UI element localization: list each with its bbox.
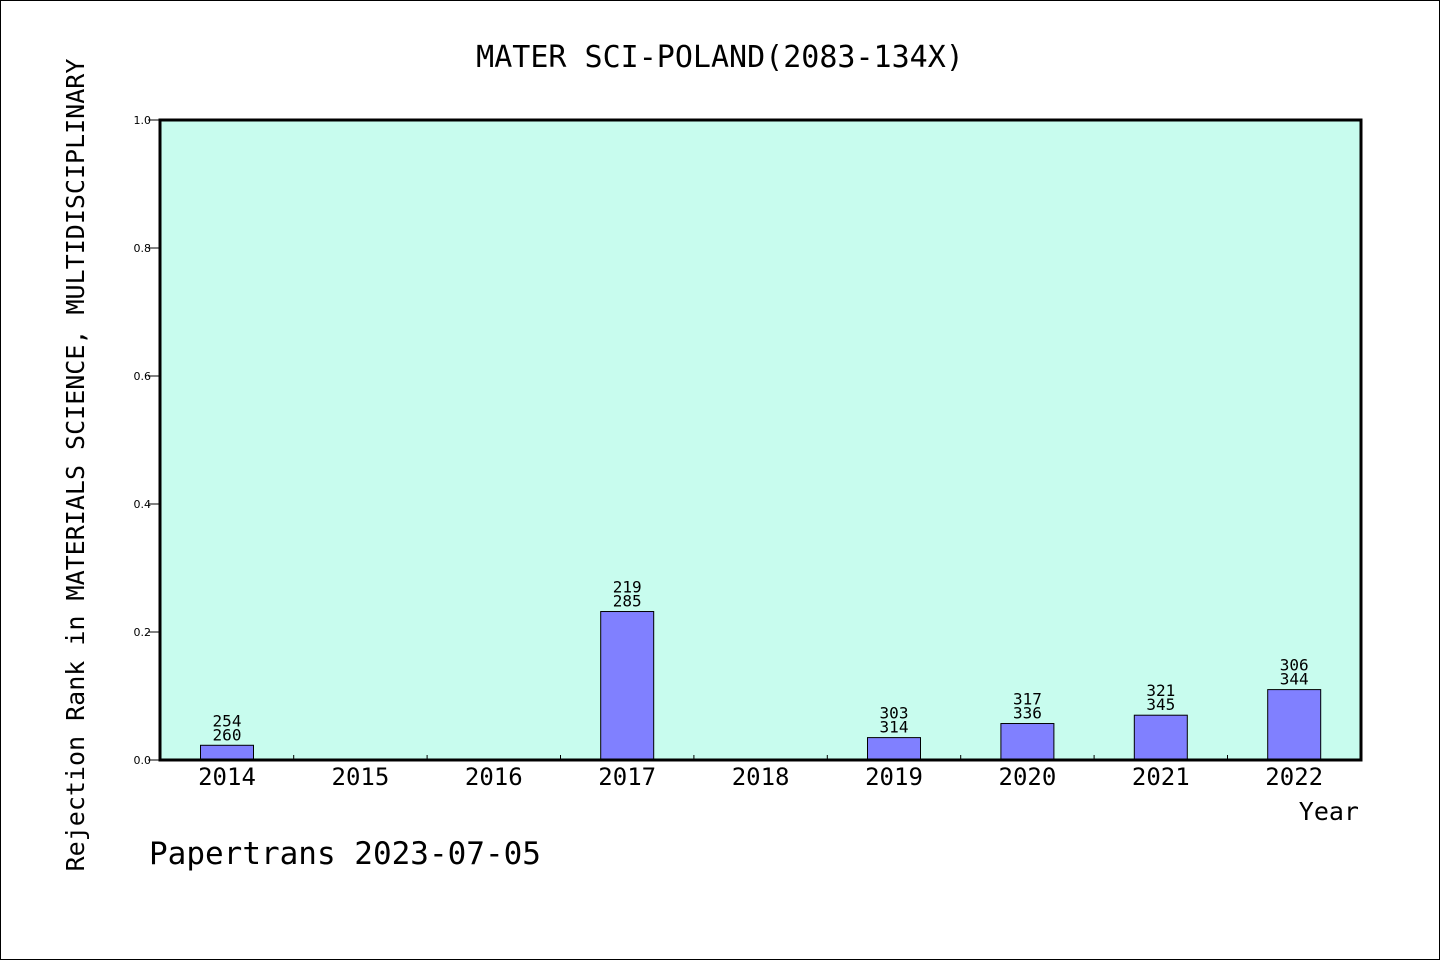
bars-group xyxy=(200,611,1322,761)
bar-label-bottom-2014: 260 xyxy=(213,725,242,744)
bar-label-top-2021: 321 xyxy=(1146,681,1175,700)
x-tick-label-2021: 2021 xyxy=(1132,763,1190,791)
bar-label-top-2020: 317 xyxy=(1013,690,1042,709)
x-tick-label-2019: 2019 xyxy=(865,763,923,791)
bar-label-bottom-2022: 344 xyxy=(1280,670,1309,689)
bar-label-top-2014: 254 xyxy=(213,711,242,730)
y-tick-label-3: 0.6 xyxy=(134,370,152,383)
plot-border xyxy=(158,118,1363,762)
x-tick-label-2022: 2022 xyxy=(1265,763,1323,791)
bar-2014 xyxy=(200,744,254,761)
y-tick-label-1: 0.2 xyxy=(134,626,152,639)
y-ticks-group: 0.0 0.2 0.4 0.6 0.8 1.0 xyxy=(134,114,160,767)
x-tick-label-2016: 2016 xyxy=(465,763,523,791)
y-tick-label-4: 0.8 xyxy=(134,242,152,255)
bar-label-bottom-2020: 336 xyxy=(1013,704,1042,723)
bar-label-bottom-2017: 285 xyxy=(613,592,642,611)
plot-area xyxy=(160,120,1361,760)
y-tick-label-2: 0.4 xyxy=(134,498,152,511)
bar-2020 xyxy=(1000,723,1055,761)
x-tick-label-2018: 2018 xyxy=(732,763,790,791)
bar-2021 xyxy=(1133,714,1188,761)
x-tick-label-2014: 2014 xyxy=(198,763,256,791)
bar-label-top-2017: 219 xyxy=(613,578,642,597)
x-ticks-group: 2014 2015 2016 2017 2018 2019 2020 2021 2022 xyxy=(198,755,1323,791)
bar-2022 xyxy=(1267,689,1322,761)
x-tick-label-2015: 2015 xyxy=(332,763,390,791)
bar-2017 xyxy=(600,611,655,761)
bar-label-bottom-2019: 314 xyxy=(880,718,909,737)
bar-label-top-2019: 303 xyxy=(880,704,909,723)
bar-2019 xyxy=(867,737,921,761)
x-axis-label: Year xyxy=(1299,797,1359,826)
y-axis-label: Rejection Rank in MATERIALS SCIENCE, MUL… xyxy=(61,59,90,872)
y-tick-label-0: 0.0 xyxy=(134,754,152,767)
footer-text: Papertrans 2023-07-05 xyxy=(149,836,541,872)
bar-label-top-2022: 306 xyxy=(1280,656,1309,675)
x-tick-label-2017: 2017 xyxy=(598,763,656,791)
y-tick-label-5: 1.0 xyxy=(134,114,152,127)
chart-title: MATER SCI-POLAND(2083-134X) xyxy=(476,40,964,75)
bar-label-bottom-2021: 345 xyxy=(1146,695,1175,714)
x-tick-label-2020: 2020 xyxy=(999,763,1057,791)
